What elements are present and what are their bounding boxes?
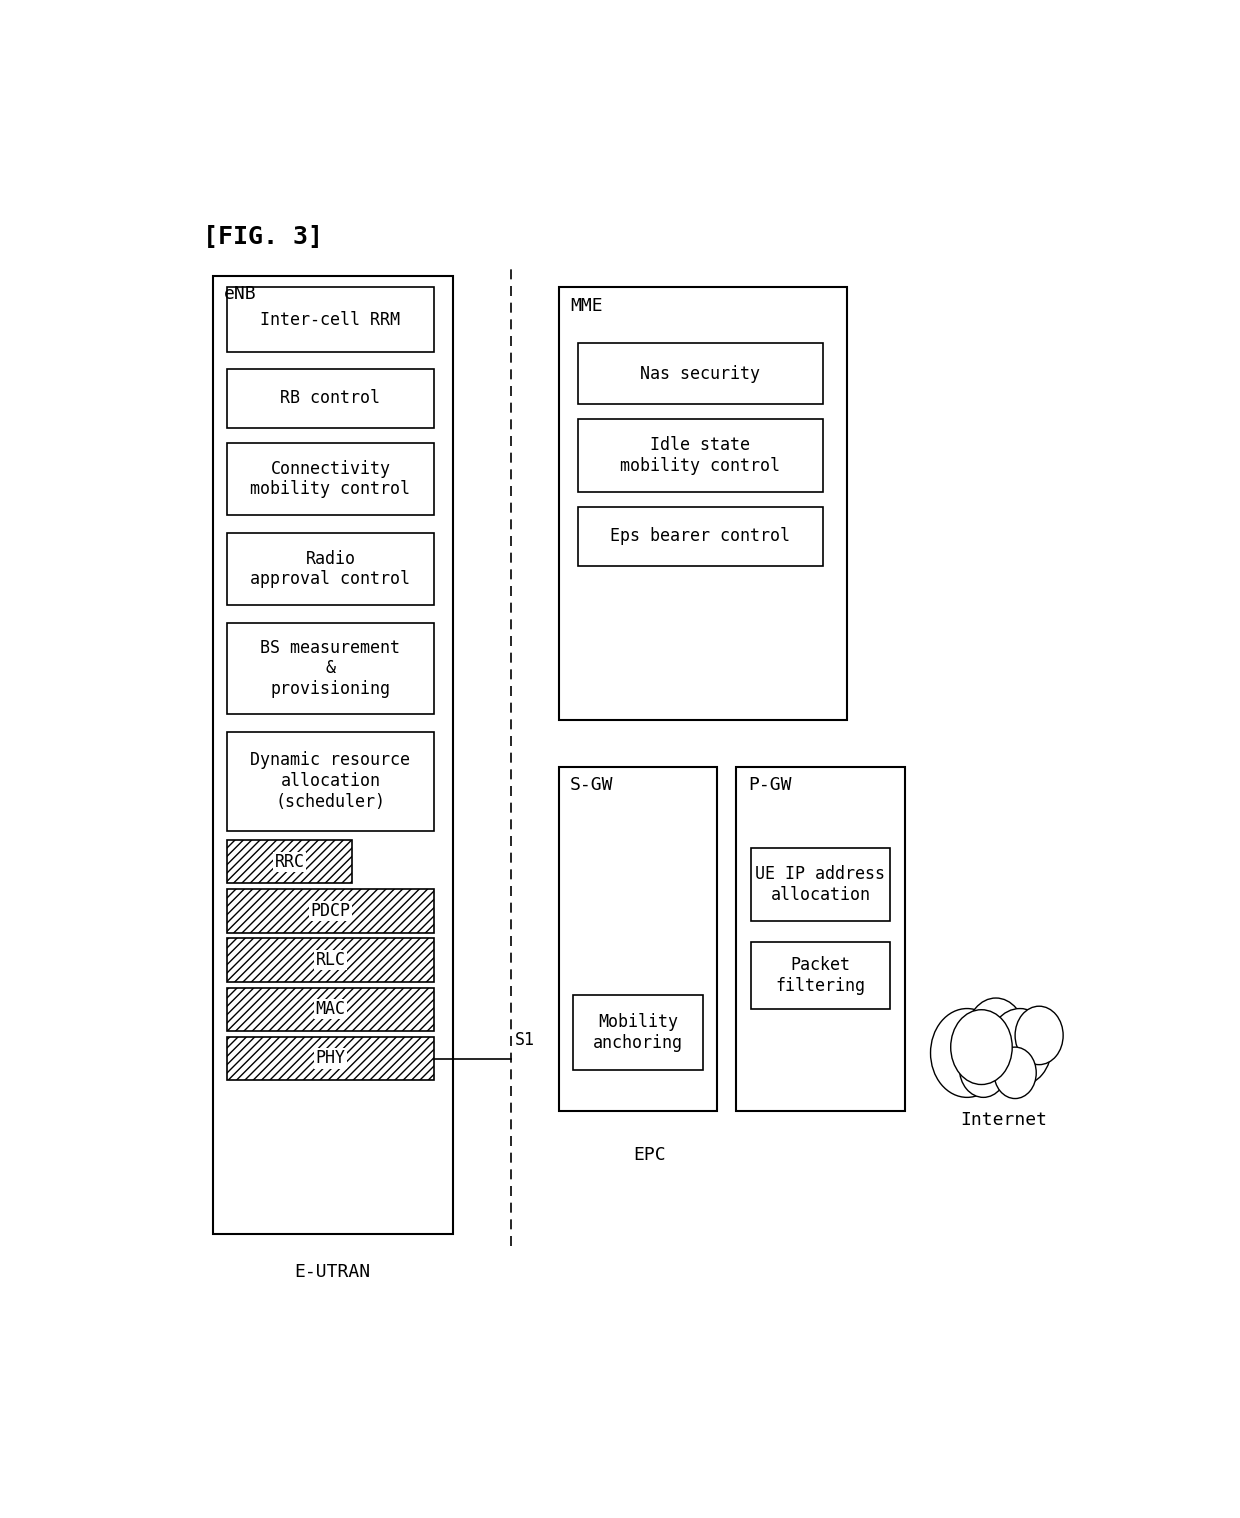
Text: UE IP address
allocation: UE IP address allocation — [755, 865, 885, 905]
Text: Idle state
mobility control: Idle state mobility control — [620, 436, 780, 475]
Bar — [227, 890, 434, 932]
Text: Inter-cell RRM: Inter-cell RRM — [260, 311, 401, 328]
Bar — [227, 988, 434, 1031]
Text: Internet: Internet — [960, 1111, 1047, 1129]
Bar — [227, 533, 434, 606]
Text: Connectivity
mobility control: Connectivity mobility control — [250, 460, 410, 498]
Bar — [227, 841, 352, 883]
Text: Radio
approval control: Radio approval control — [250, 550, 410, 589]
Text: S-GW: S-GW — [570, 776, 614, 794]
Text: RB control: RB control — [280, 390, 381, 407]
Bar — [558, 287, 847, 720]
Bar — [227, 732, 434, 830]
Text: EPC: EPC — [634, 1146, 666, 1164]
Bar — [227, 938, 434, 982]
Bar — [227, 1037, 434, 1079]
Circle shape — [988, 1008, 1052, 1085]
Bar — [227, 890, 434, 932]
Bar — [227, 988, 434, 1031]
Text: RRC: RRC — [274, 853, 305, 871]
Text: MME: MME — [570, 296, 603, 314]
Circle shape — [1016, 1006, 1063, 1064]
Circle shape — [930, 1008, 1003, 1098]
Bar — [213, 276, 453, 1234]
Circle shape — [960, 1038, 1007, 1098]
Text: Packet
filtering: Packet filtering — [775, 956, 866, 994]
Circle shape — [994, 1047, 1037, 1099]
Bar — [227, 622, 434, 713]
Text: MAC: MAC — [315, 1000, 346, 1019]
Text: Dynamic resource
allocation
(scheduler): Dynamic resource allocation (scheduler) — [250, 751, 410, 811]
Bar — [558, 767, 717, 1111]
Text: Nas security: Nas security — [640, 364, 760, 383]
Circle shape — [967, 997, 1024, 1069]
Text: P-GW: P-GW — [748, 776, 791, 794]
Bar — [578, 507, 823, 566]
Bar — [578, 419, 823, 492]
Text: RLC: RLC — [315, 952, 346, 968]
Text: PDCP: PDCP — [310, 902, 351, 920]
Text: [FIG. 3]: [FIG. 3] — [203, 225, 324, 249]
Text: Mobility
anchoring: Mobility anchoring — [593, 1013, 683, 1052]
Text: S1: S1 — [516, 1031, 536, 1049]
Text: BS measurement
&
provisioning: BS measurement & provisioning — [260, 639, 401, 698]
Bar — [227, 369, 434, 428]
Bar — [227, 1037, 434, 1079]
Bar — [751, 849, 890, 921]
Text: Eps bearer control: Eps bearer control — [610, 527, 790, 545]
Text: E-UTRAN: E-UTRAN — [295, 1263, 371, 1281]
Bar — [751, 941, 890, 1008]
Bar — [573, 994, 703, 1070]
Bar — [227, 938, 434, 982]
Bar — [227, 443, 434, 515]
Text: PHY: PHY — [315, 1049, 346, 1067]
Bar — [737, 767, 905, 1111]
Bar — [227, 841, 352, 883]
Circle shape — [951, 1009, 1012, 1084]
Bar — [578, 343, 823, 404]
Text: eNB: eNB — [224, 285, 257, 304]
Bar — [227, 287, 434, 352]
